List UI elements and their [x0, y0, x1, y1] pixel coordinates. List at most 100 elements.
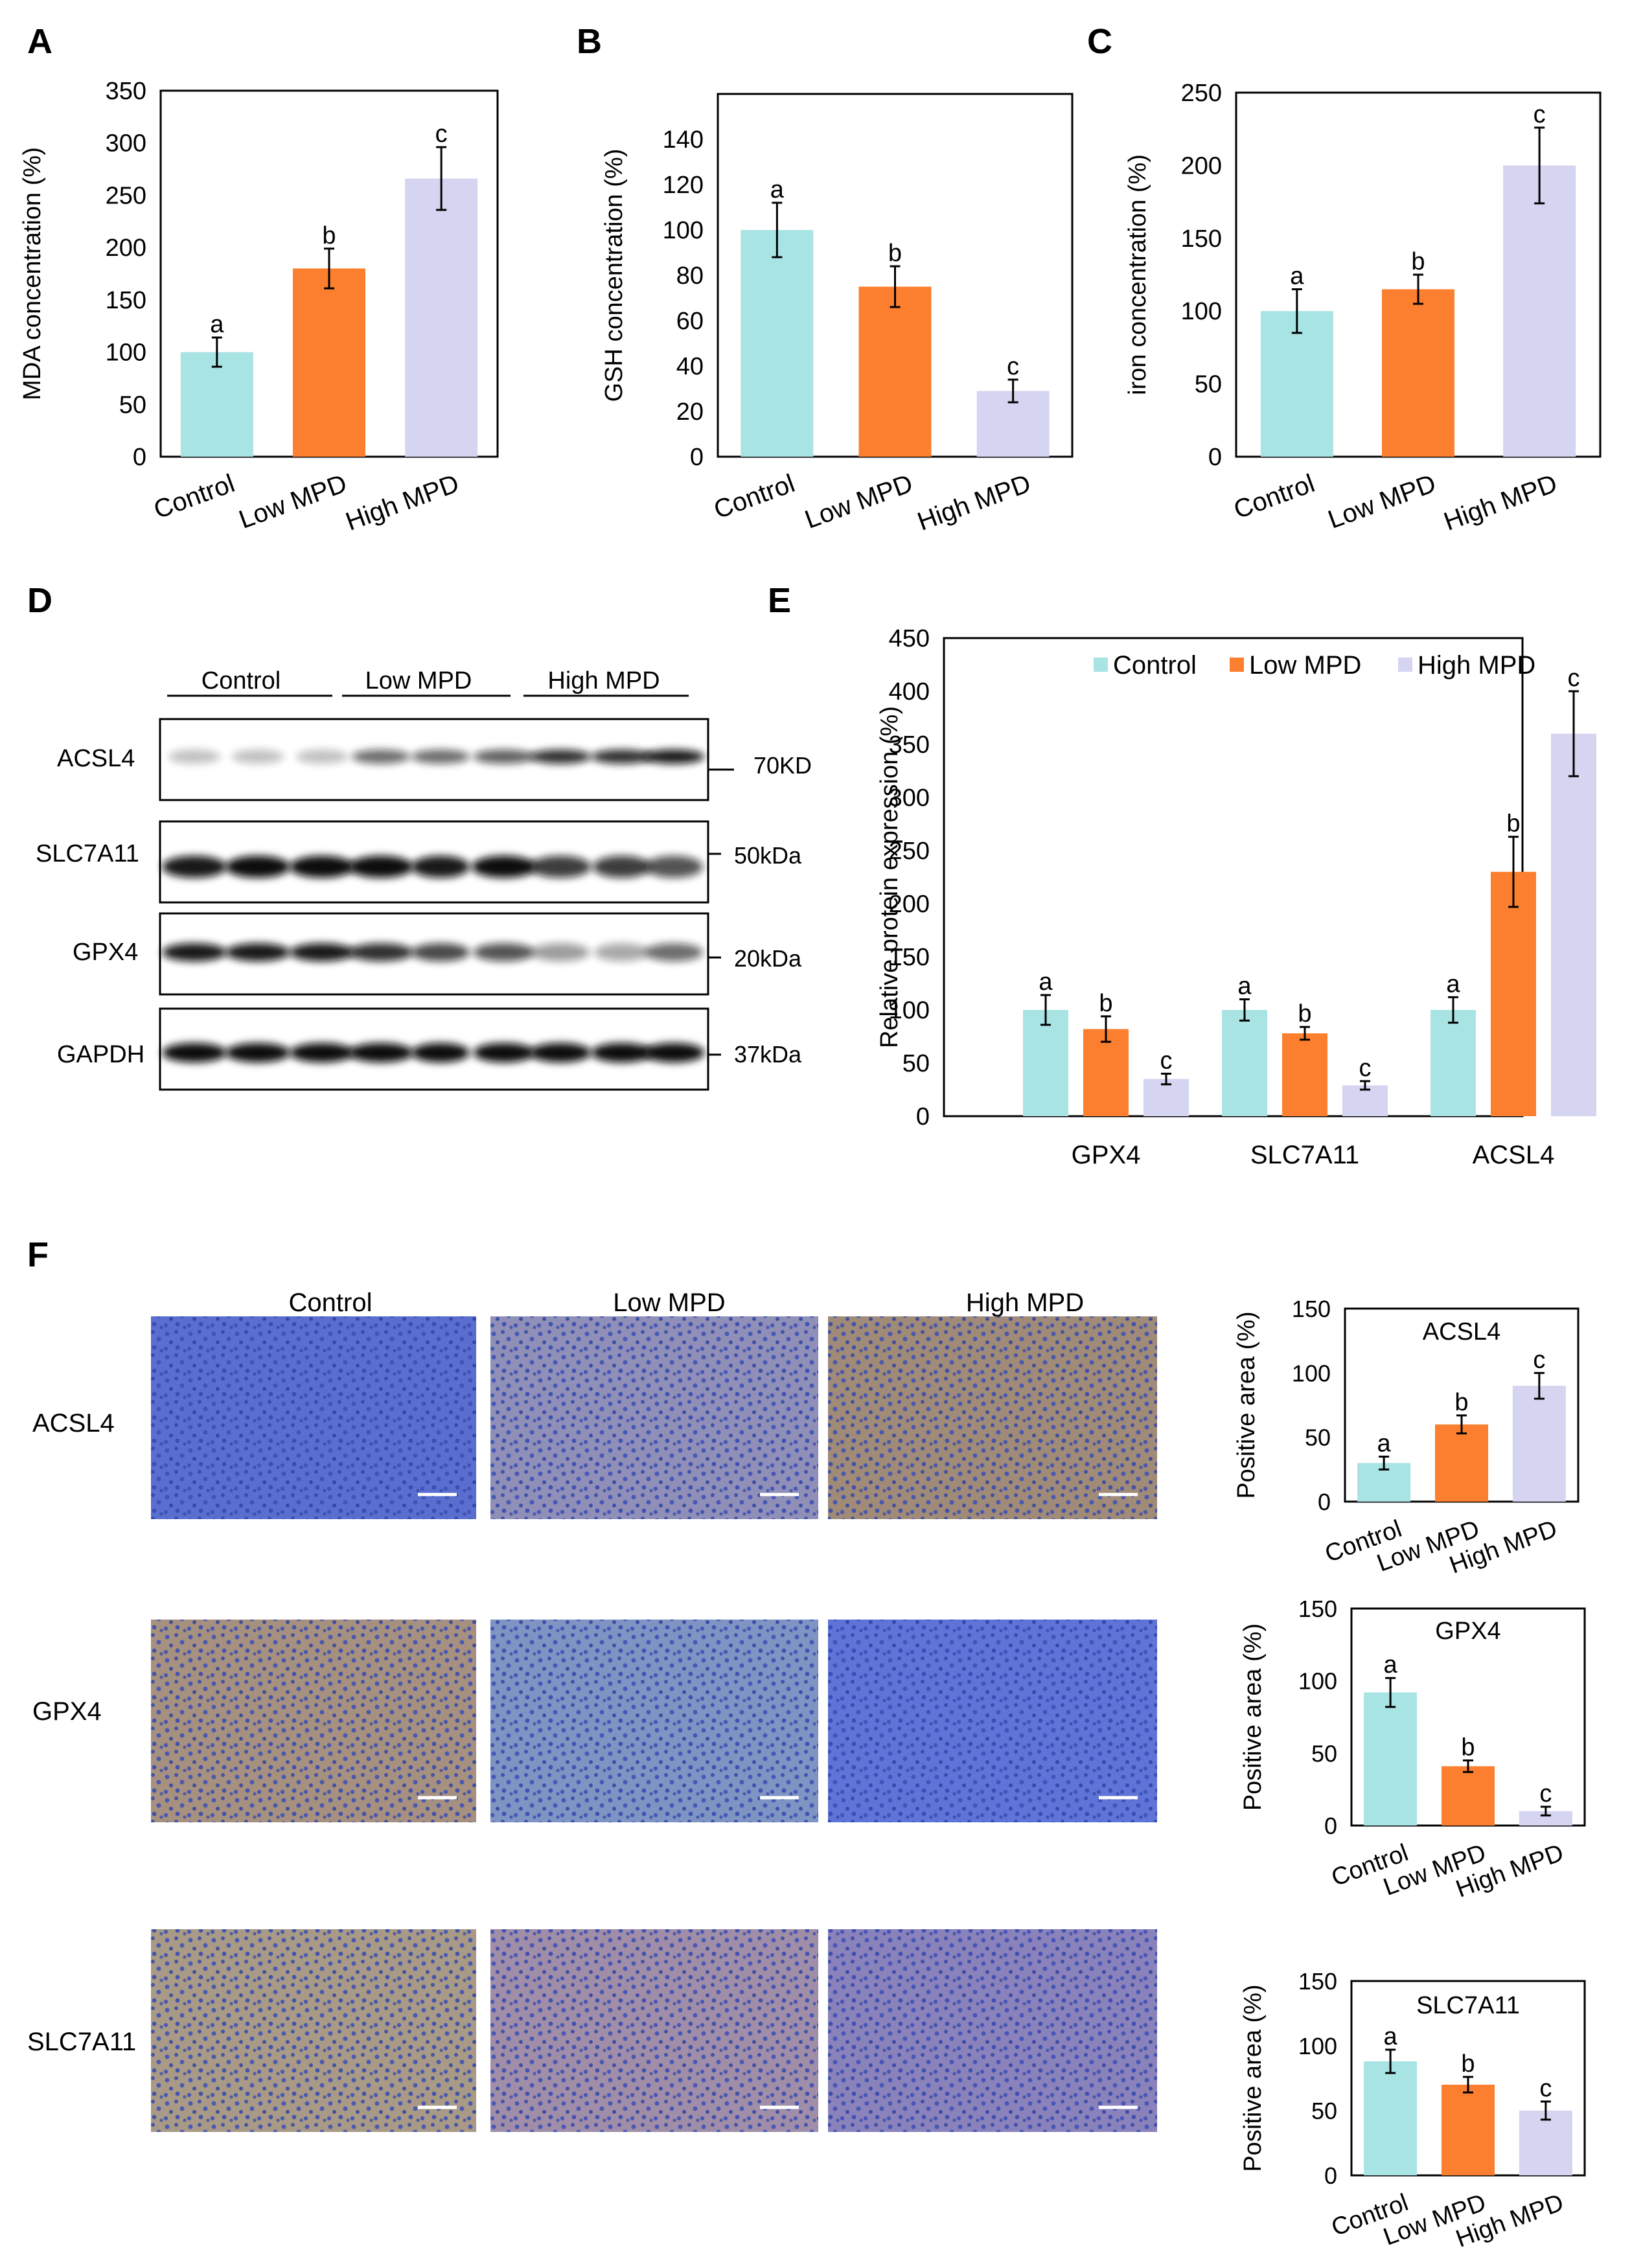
bar-control: [1364, 2061, 1418, 2175]
category-label: High MPD: [342, 469, 463, 536]
sig-letter: b: [1461, 1734, 1475, 1761]
bar-high-mpd: [1512, 1386, 1566, 1502]
y-tick-label: 0: [1324, 2162, 1337, 2189]
sig-letter: b: [1099, 990, 1112, 1017]
sig-letter: b: [322, 222, 336, 249]
blot-band: [411, 1043, 470, 1062]
legend-swatch-low-mpd: [1230, 658, 1244, 672]
category-label: High MPD: [1440, 469, 1561, 536]
blot-band: [591, 750, 653, 764]
bar-control: [1364, 1692, 1418, 1826]
y-tick-label: 150: [889, 944, 930, 971]
y-tick-label: 350: [889, 731, 930, 759]
bar-acsl4-high-mpd: [1551, 733, 1596, 1116]
blot-band: [225, 1043, 290, 1062]
sig-letter: b: [1461, 2050, 1475, 2078]
ihc-row-gpx4: GPX4: [32, 1697, 102, 1726]
y-tick-label: 50: [1305, 1425, 1331, 1451]
y-tick-label: 60: [676, 308, 704, 335]
ihc-nuclei: [151, 1620, 476, 1822]
panel-letter-b: B: [577, 22, 602, 61]
category-label: Control: [1230, 469, 1318, 524]
category-label: Low MPD: [1324, 469, 1440, 534]
sig-letter: a: [1377, 1430, 1392, 1457]
y-tick-label: 50: [1311, 2098, 1337, 2124]
wb-marker-20: 20kDa: [734, 945, 802, 972]
wb-group-low: Low MPD: [365, 667, 472, 694]
blot-band: [643, 1043, 705, 1062]
y-tick-label: 200: [889, 891, 930, 918]
wb-label-acsl4: ACSL4: [57, 745, 135, 772]
wb-marker-70: 70KD: [753, 752, 812, 779]
wb-group-high: High MPD: [547, 667, 660, 694]
ihc-col-control: Control: [289, 1289, 373, 1317]
legend-label-high-mpd: High MPD: [1418, 651, 1535, 680]
legend-swatch-control: [1094, 658, 1108, 672]
blot-band: [531, 943, 590, 961]
blot-band: [162, 1043, 227, 1062]
bar-low-mpd: [293, 268, 365, 457]
sig-letter: a: [770, 176, 785, 203]
y-tick-label: 100: [663, 217, 704, 244]
blot-band: [529, 856, 592, 878]
y-tick-label: 100: [1298, 1668, 1337, 1695]
y-tick-label: 150: [1298, 1596, 1337, 1622]
blot-band: [162, 943, 227, 961]
ihc-nuclei: [490, 1620, 818, 1822]
sig-letter: a: [1446, 970, 1460, 998]
category-label: Low MPD: [801, 469, 917, 534]
y-tick-label: 50: [902, 1050, 930, 1077]
y-tick-label: 100: [1298, 2033, 1337, 2059]
y-tick-label: 0: [1318, 1489, 1331, 1515]
sig-letter: c: [1533, 1346, 1545, 1373]
y-tick-label: 150: [1298, 1968, 1337, 1995]
chart-title: ACSL4: [1423, 1318, 1500, 1346]
blot-band: [645, 856, 703, 878]
wb-group-control: Control: [201, 667, 281, 694]
sig-letter: c: [435, 120, 448, 148]
ihc-col-low: Low MPD: [613, 1289, 725, 1317]
blot-band: [225, 943, 290, 961]
y-tick-label: 450: [889, 625, 930, 652]
y-tick-label: 50: [1195, 371, 1222, 398]
y-tick-label: 150: [106, 287, 146, 314]
bar-acsl4-low-mpd: [1491, 871, 1536, 1116]
y-tick-label: 150: [1181, 225, 1222, 253]
ihc-nuclei: [828, 1316, 1157, 1519]
sig-letter: a: [210, 311, 224, 338]
blot-band: [225, 856, 290, 878]
y-tick-label: 250: [106, 182, 146, 209]
blot-band: [349, 943, 413, 961]
blot-band: [411, 750, 470, 764]
blot-band: [296, 750, 348, 764]
y-axis-label: MDA concentration (%): [19, 147, 46, 400]
sig-letter: c: [1539, 2075, 1552, 2102]
ihc-nuclei: [151, 1929, 476, 2132]
sig-letter: a: [1237, 973, 1252, 1000]
y-tick-label: 100: [1181, 298, 1222, 325]
bar-control: [741, 230, 814, 457]
y-axis-label: Positive area (%): [1239, 1984, 1267, 2171]
y-tick-label: 400: [889, 678, 930, 705]
ihc-col-high: High MPD: [966, 1289, 1084, 1317]
sig-letter: a: [1039, 968, 1053, 996]
sig-letter: c: [1160, 1047, 1173, 1074]
blot-band: [529, 750, 592, 764]
y-tick-label: 0: [133, 444, 146, 471]
sig-letter: a: [1384, 1651, 1398, 1678]
blot-band: [593, 856, 651, 878]
y-tick-label: 20: [676, 398, 704, 426]
chart-title: SLC7A11: [1416, 1992, 1520, 2019]
chart-title: GPX4: [1435, 1618, 1500, 1645]
blot-band: [411, 856, 470, 878]
ihc-grid: Control Low MPD High MPD ACSL4 GPX4 SLC7…: [27, 1289, 1157, 2132]
y-tick-label: 200: [1181, 152, 1222, 179]
blot-band: [473, 943, 535, 961]
y-axis-label: iron concentration (%): [1124, 154, 1151, 395]
blot-band: [473, 750, 535, 764]
y-tick-label: 140: [663, 126, 704, 154]
ihc-row-slc7a11: SLC7A11: [27, 2028, 136, 2056]
